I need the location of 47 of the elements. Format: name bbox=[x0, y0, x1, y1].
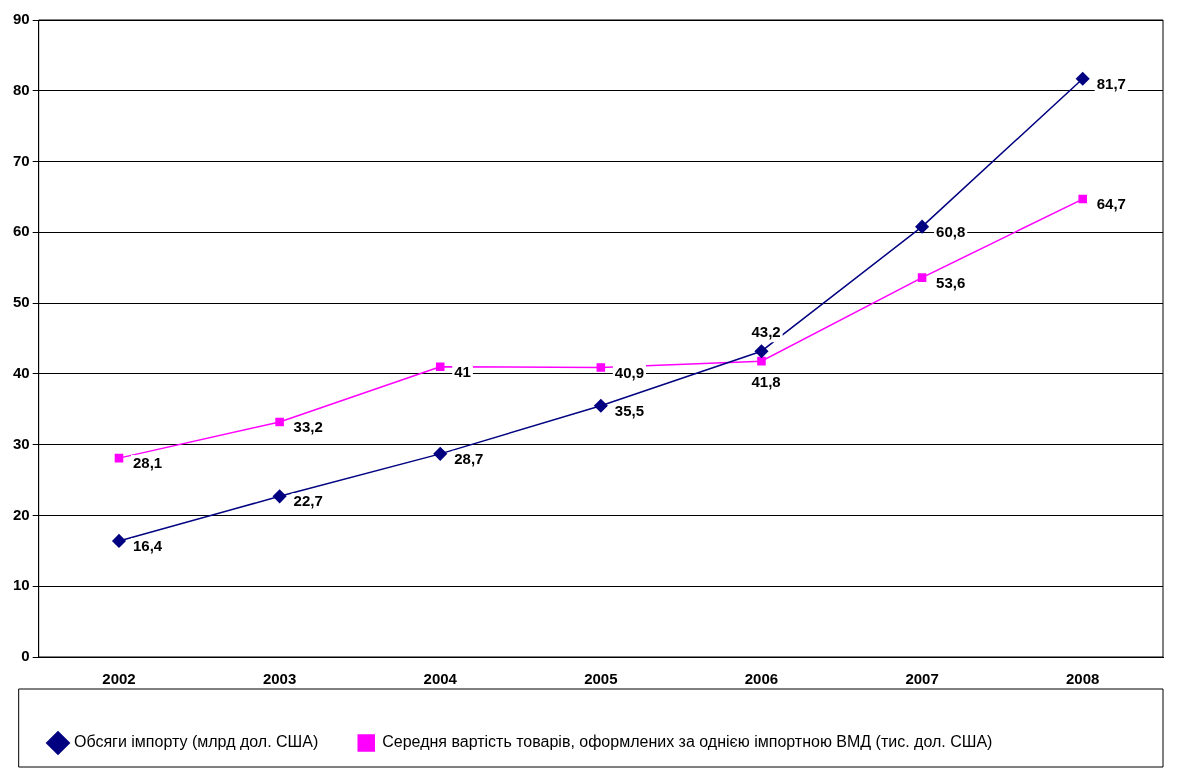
data-label: 53,6 bbox=[936, 273, 966, 291]
y-tick-label: 70 bbox=[13, 151, 30, 169]
x-tick-label: 2006 bbox=[744, 670, 779, 688]
data-label: 41,8 bbox=[751, 373, 781, 391]
point bbox=[754, 344, 769, 358]
y-tick-label: 0 bbox=[21, 647, 30, 665]
point bbox=[1078, 194, 1087, 204]
legend-label: Обсяги імпорту (млрд дол. США) bbox=[74, 733, 319, 751]
y-tick-label: 30 bbox=[13, 434, 30, 452]
point bbox=[112, 534, 126, 548]
data-label: 28,1 bbox=[132, 454, 163, 472]
y-tick-label: 10 bbox=[13, 576, 30, 594]
data-label: 22,7 bbox=[293, 492, 323, 510]
data-label: 28,7 bbox=[454, 450, 484, 468]
point bbox=[917, 273, 927, 282]
point bbox=[915, 219, 929, 234]
x-tick-label: 2005 bbox=[584, 670, 618, 688]
data-label: 60,8 bbox=[936, 222, 966, 240]
data-label: 81,7 bbox=[1096, 74, 1126, 92]
point bbox=[433, 447, 447, 461]
point bbox=[435, 362, 445, 372]
y-tick-label: 20 bbox=[13, 505, 30, 523]
point bbox=[272, 489, 287, 504]
point bbox=[596, 363, 606, 372]
data-label: 35,5 bbox=[614, 401, 645, 419]
point bbox=[594, 398, 608, 413]
point bbox=[114, 453, 124, 463]
point bbox=[275, 417, 284, 427]
data-label: 64,7 bbox=[1096, 195, 1126, 213]
legend-label: Середня вартість товарів, оформлених за однією імпортною ВМД (тис. дол. США) bbox=[382, 733, 993, 751]
data-label: 33,2 bbox=[293, 418, 323, 436]
x-tick-label: 2002 bbox=[102, 670, 136, 688]
data-label: 41 bbox=[454, 362, 471, 380]
point bbox=[757, 356, 766, 366]
x-tick-label: 2003 bbox=[262, 670, 297, 688]
y-tick-label: 60 bbox=[13, 222, 30, 240]
data-label: 16,4 bbox=[132, 537, 163, 555]
y-tick-label: 40 bbox=[13, 364, 30, 382]
data-label: 43,2 bbox=[751, 323, 781, 341]
y-tick-label: 90 bbox=[13, 10, 30, 28]
data-label: 40,9 bbox=[614, 363, 645, 381]
y-tick-label: 80 bbox=[13, 80, 30, 98]
y-tick-label: 50 bbox=[13, 293, 30, 311]
x-tick-label: 2004 bbox=[423, 670, 458, 688]
x-tick-label: 2008 bbox=[1066, 670, 1100, 688]
x-tick-label: 2007 bbox=[905, 670, 939, 688]
point bbox=[1075, 72, 1090, 86]
